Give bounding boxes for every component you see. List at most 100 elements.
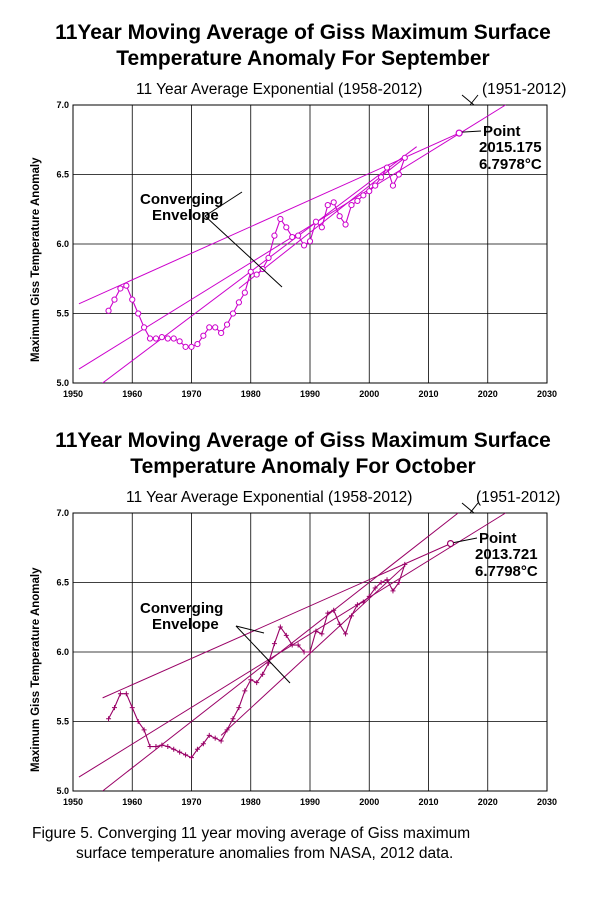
data-point [229, 310, 237, 317]
envelope-label-line1: Converging [140, 191, 223, 208]
data-point [171, 746, 177, 752]
data-point [348, 613, 354, 619]
data-point [218, 329, 225, 337]
data-point [331, 607, 337, 613]
point-leader [462, 130, 482, 133]
data-point [141, 324, 148, 331]
data-point [183, 752, 189, 758]
y-tick-label: 6.5 [56, 578, 69, 588]
chart1-title-line2: Temperature Anomaly For September [116, 47, 490, 70]
data-point [236, 705, 242, 711]
data-point [378, 174, 385, 181]
data-point [337, 621, 343, 627]
data-point [129, 705, 135, 711]
chart1-subtitle-left: 11 Year Average Exponential (1958-2012) [136, 81, 423, 98]
chart1-plot: 1950 1960 1970 1980 1990 2000 2010 2020 2030 5.0 5… [56, 94, 557, 399]
point-value-temp: 6.7798°C [475, 563, 538, 580]
data-point [135, 310, 142, 317]
data-point [390, 588, 396, 594]
envelope-leader [235, 625, 291, 684]
data-point [194, 746, 200, 752]
figure-caption: Figure 5. Converging 11 year moving aver… [32, 824, 470, 864]
y-tick-label: 6.0 [56, 647, 69, 657]
data-point [189, 755, 194, 761]
data-point [111, 705, 117, 711]
chart1-title: 11Year Moving Average of Giss Maximum Su… [0, 20, 606, 72]
data-point [312, 218, 320, 225]
data-point [366, 188, 373, 195]
data-point [395, 171, 402, 178]
data-point [265, 254, 272, 261]
chart2-subtitle-left: 11 Year Average Exponential (1958-2012) [126, 489, 413, 506]
data-point [307, 649, 313, 655]
projected-point-marker [446, 540, 455, 548]
data-point [230, 716, 236, 722]
data-point [146, 335, 154, 342]
moving-average-line [108, 564, 406, 759]
point-label: Point [479, 530, 517, 547]
data-point [164, 335, 171, 342]
x-tick-label: 2020 [478, 797, 498, 807]
data-point [300, 242, 308, 249]
point-label: Point [483, 123, 521, 140]
data-point [283, 224, 290, 231]
data-point [159, 742, 165, 748]
data-point [247, 268, 254, 275]
data-point [319, 631, 325, 637]
data-point [248, 677, 254, 683]
data-point [378, 580, 384, 585]
x-tick-label: 1990 [300, 797, 320, 807]
data-point [324, 201, 331, 209]
data-point [402, 561, 408, 567]
data-point [235, 299, 242, 306]
data-point [141, 727, 147, 733]
y-tick-label: 5.0 [56, 786, 69, 796]
data-point [360, 192, 367, 199]
x-tick-label: 1960 [122, 389, 142, 399]
x-tick-label: 1980 [241, 797, 261, 807]
point-leader [453, 537, 478, 544]
trend-line [102, 543, 451, 699]
data-point [206, 324, 213, 331]
data-point [277, 624, 283, 630]
data-point [266, 660, 272, 666]
data-point [306, 238, 314, 245]
y-tick-label: 7.0 [56, 508, 69, 518]
point-value-temp: 6.7978°C [479, 156, 542, 173]
data-point [401, 154, 408, 161]
x-tick-label: 2010 [418, 797, 438, 807]
data-point [389, 182, 397, 189]
x-tick-label: 1980 [241, 389, 261, 399]
data-point [330, 199, 337, 206]
data-point [271, 641, 277, 647]
trend-line [238, 157, 406, 289]
data-point [289, 233, 296, 241]
chart1-title-line1: 11Year Moving Average of Giss Maximum Su… [55, 21, 551, 44]
data-point [182, 343, 189, 350]
data-point [212, 735, 218, 741]
point-value-year: 2013.721 [475, 546, 538, 563]
figure-caption-line1: Figure 5. Converging 11 year moving aver… [32, 825, 471, 842]
data-point [129, 296, 136, 303]
data-point [200, 741, 206, 747]
envelope-leader [235, 625, 265, 634]
chart2-subtitle-right: (1951-2012) [476, 489, 561, 506]
data-point [206, 732, 212, 738]
figure-caption-line2: surface temperature anomalies from NASA,… [76, 845, 454, 862]
envelope-leader [204, 215, 283, 288]
chart1-subtitle-right: (1951-2012) [482, 81, 567, 98]
data-point [336, 213, 343, 220]
chart2-title-line1: 11Year Moving Average of Giss Maximum Su… [55, 429, 551, 452]
subtitle-leader [461, 94, 475, 106]
data-point [105, 307, 112, 314]
data-point [277, 215, 284, 223]
data-point [111, 296, 118, 303]
data-point [152, 335, 160, 342]
data-point [260, 671, 266, 677]
data-point [170, 335, 177, 342]
data-point [366, 593, 372, 599]
data-point [354, 602, 360, 608]
x-tick-label: 1950 [63, 797, 83, 807]
data-point [343, 631, 349, 637]
data-point [313, 628, 319, 634]
